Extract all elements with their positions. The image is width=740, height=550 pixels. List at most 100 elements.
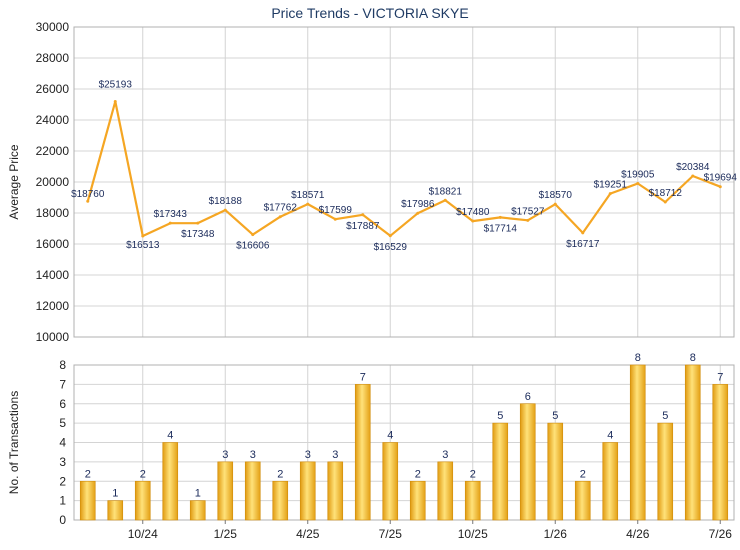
bar-y-tick-label: 3 (59, 455, 66, 469)
bar-y-tick-label: 5 (59, 416, 66, 430)
transaction-count-label: 4 (167, 430, 173, 442)
price-point (526, 218, 530, 222)
transaction-bar (602, 442, 619, 521)
transaction-bar (162, 442, 179, 521)
transaction-bar (327, 461, 344, 521)
line-y-tick-label: 14000 (36, 268, 70, 282)
line-y-tick-label: 10000 (36, 330, 70, 344)
x-tick-label: 4/25 (296, 527, 320, 541)
price-point (581, 231, 585, 235)
transaction-bar (217, 461, 234, 521)
price-point (251, 233, 255, 237)
x-tick-label: 4/26 (626, 527, 650, 541)
bar-y-axis-title: No. of Transactions (7, 391, 21, 494)
x-tick-label: 7/25 (379, 527, 403, 541)
transaction-bar (107, 500, 124, 521)
transaction-count-label: 7 (717, 371, 723, 383)
transaction-bar (437, 461, 454, 521)
price-data-label: $19251 (594, 180, 628, 191)
price-point (636, 181, 640, 185)
price-line-panel: 10000 12000 14000 16000 18000 20000 22000 24000… (7, 20, 737, 344)
line-y-tick-label: 16000 (36, 237, 70, 251)
bar-y-tick-label: 4 (59, 436, 66, 450)
price-data-label: $17527 (511, 206, 545, 217)
line-y-tick-label: 22000 (36, 144, 70, 158)
transaction-count-label: 4 (387, 430, 393, 442)
price-data-label: $17762 (264, 203, 298, 214)
transaction-count-label: 3 (332, 449, 338, 461)
transaction-bar (354, 384, 371, 521)
bar-y-tick-label: 2 (59, 474, 66, 488)
transactions-bar-panel: 0 1 2 3 4 5 6 7 8 No. of Transactions 2 1 2 4 1 3 3 2 3 3 7 4… (7, 352, 735, 541)
bar-y-tick-label: 8 (59, 358, 66, 372)
price-data-label: $18188 (209, 196, 243, 207)
bar-y-tick-label: 6 (59, 397, 66, 411)
price-data-label: $16606 (236, 241, 270, 252)
price-point (553, 202, 557, 206)
price-data-label: $20384 (676, 162, 710, 173)
transaction-bar (134, 480, 151, 521)
price-point (141, 234, 145, 238)
transaction-bar (299, 461, 316, 521)
line-y-tick-label: 30000 (36, 20, 70, 34)
price-point (168, 221, 172, 225)
price-data-label: $17986 (401, 199, 435, 210)
price-data-label: $19694 (704, 173, 738, 184)
price-data-label: $18821 (429, 186, 463, 197)
transaction-count-label: 5 (662, 410, 668, 422)
price-data-label: $18571 (291, 190, 325, 201)
price-point (663, 200, 667, 204)
price-point (498, 215, 502, 219)
price-data-label: $17348 (181, 229, 215, 240)
transaction-bar (629, 364, 646, 521)
transaction-count-label: 3 (222, 449, 228, 461)
transaction-count-label: 5 (497, 410, 503, 422)
line-y-tick-label: 20000 (36, 175, 70, 189)
price-point (416, 211, 420, 215)
line-y-tick-label: 12000 (36, 299, 70, 313)
chart-title: Price Trends - VICTORIA SKYE (271, 5, 468, 21)
transaction-count-label: 2 (85, 468, 91, 480)
bar-plot-border (73, 364, 735, 521)
price-data-label: $16529 (374, 242, 408, 253)
line-y-tick-label: 24000 (36, 113, 70, 127)
price-point (86, 199, 90, 203)
price-point (223, 208, 227, 212)
transaction-bar (244, 461, 261, 521)
price-data-label: $18760 (71, 189, 105, 200)
transaction-count-label: 7 (360, 371, 366, 383)
transaction-bar (79, 480, 96, 521)
transaction-bar (712, 384, 729, 521)
price-series-line (86, 100, 721, 238)
transaction-bar (409, 480, 426, 521)
transaction-bar (272, 480, 289, 521)
price-data-label: $19905 (621, 169, 655, 180)
transaction-count-label: 3 (442, 449, 448, 461)
line-y-tick-label: 26000 (36, 82, 70, 96)
transaction-bar (464, 480, 481, 521)
price-point (278, 215, 282, 219)
x-tick-label: 1/26 (544, 527, 568, 541)
price-point (306, 202, 310, 206)
transaction-count-label: 3 (305, 449, 311, 461)
transaction-count-label: 1 (112, 488, 118, 500)
price-data-label: $16513 (126, 240, 160, 251)
bar-y-tick-label: 7 (59, 377, 66, 391)
transaction-count-label: 2 (140, 468, 146, 480)
price-data-label: $17714 (484, 223, 518, 234)
bar-y-tick-label: 0 (59, 513, 66, 527)
transaction-count-label: 2 (277, 468, 283, 480)
price-point (113, 100, 117, 104)
price-data-label: $25193 (99, 80, 133, 91)
bar-y-tick-label: 1 (59, 494, 66, 508)
price-point (471, 219, 475, 223)
price-point (691, 174, 695, 178)
price-data-label: $17480 (456, 207, 490, 218)
transaction-bar (574, 480, 591, 521)
price-point (443, 198, 447, 202)
price-point (388, 234, 392, 238)
price-point (718, 185, 722, 189)
price-data-label: $17599 (319, 205, 353, 216)
transaction-count-label: 4 (607, 430, 613, 442)
